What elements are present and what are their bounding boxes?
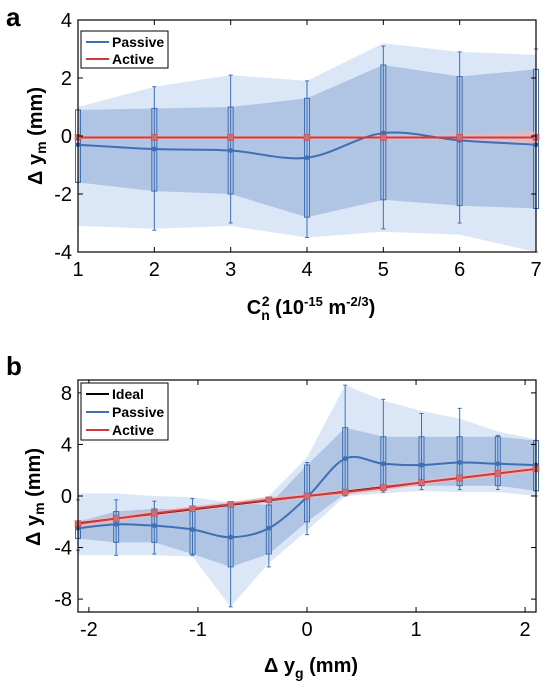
active-point [303,134,311,141]
x-tick-label: 3 [225,259,236,281]
active-point [456,134,463,141]
active-point [227,134,234,141]
passive-point [304,155,310,161]
panel-a-xlabel-exp2: -2/3 [346,294,368,309]
panel-a-ticks: 1 2 3 4 5 6 7 -4 -2 0 2 4 [54,10,541,281]
svg-text:Δ ym (mm): Δ ym (mm) [25,87,49,185]
panel-a-xlabel-rest: (10 [270,297,304,319]
panel-a-ylabel-unit: (mm) [25,87,47,141]
passive-point [380,461,386,467]
panel-a-legend-passive: Passive [112,34,164,50]
active-point [418,479,425,486]
panel-b-legend-passive: Passive [112,404,164,420]
panel-b-ticks: -2 -1 0 1 2 -8 -4 0 4 8 [54,379,537,641]
x-tick-label: 5 [378,259,389,281]
x-tick-label: 7 [530,259,541,281]
y-tick-label: -8 [54,589,72,611]
x-tick-label: 2 [520,619,531,641]
x-tick-label: 0 [301,619,312,641]
panel-b-xlabel-main: Δ y [264,655,296,677]
active-point [112,515,120,522]
active-point [151,510,158,517]
panel-a-legend: Passive Active [80,30,169,69]
active-point [189,505,196,513]
panel-b-ylabel-sub: m [31,502,47,514]
passive-point [342,456,348,462]
panel-a-xlabel-end: ) [369,297,376,319]
x-tick-label: 1 [410,619,421,641]
passive-box [456,436,463,487]
panel-b-ylabel-main: Δ y [23,514,45,546]
panel-a-y-axis-label: Δ ym (mm) [25,87,49,185]
y-tick-label: 4 [61,434,72,456]
x-tick-label: 4 [301,259,312,281]
panel-a-x-axis-label: Cn2 (10-15 m-2/3) [247,293,376,323]
y-tick-label: 4 [61,10,72,32]
panel-b-letter: b [6,351,22,381]
x-tick-label: 6 [454,259,465,281]
y-tick-label: 2 [61,68,72,90]
y-tick-label: -4 [54,538,72,560]
active-point [227,501,234,508]
panel-b-ylabel-unit: (mm) [23,448,45,502]
active-point [303,492,311,500]
panel-b-legend: Ideal Passive Active [80,382,169,441]
active-point [151,134,158,141]
panel-a-legend-box [80,30,169,69]
passive-point [190,527,195,533]
passive-box [113,510,120,543]
passive-point [113,521,119,527]
passive-point [495,461,501,467]
panel-b-y-axis-label: Δ ym (mm) [23,448,47,546]
y-tick-label: 0 [61,126,72,148]
panel-a-ylabel-sub: m [33,141,49,153]
passive-point [151,146,157,152]
panel-a-xlabel-sup: 2 [262,293,270,309]
active-point [265,496,273,504]
x-tick-label: 2 [149,259,160,281]
panel-b-legend-ideal: Ideal [112,386,144,402]
panel-a-plot-area [74,43,540,253]
panel-b-x-axis-label: Δ yg (mm) [264,655,358,681]
panel-a-xlabel-mid: m [323,297,346,319]
y-tick-label: 8 [61,383,72,405]
y-tick-label: 0 [61,486,72,508]
active-point [380,484,387,491]
passive-point [228,534,234,540]
panel-a-legend-active: Active [112,51,154,67]
panel-b-plot-area [74,384,540,608]
passive-boxplot [113,499,120,556]
panel-a-letter: a [6,2,21,32]
x-tick-label: -1 [189,619,207,641]
active-point [456,474,463,482]
x-tick-label: -2 [80,619,98,641]
panel-b-legend-active: Active [112,422,154,438]
panel-a-xlabel-exp1: -15 [304,294,323,309]
panel-a-ylabel-main: Δ y [25,153,47,185]
panel-a-xlabel-sub: n [261,307,270,323]
y-tick-label: -2 [54,184,72,206]
active-point [380,134,387,141]
x-tick-label: 1 [72,259,83,281]
active-point [494,470,502,477]
passive-point [457,459,463,465]
passive-point [419,462,424,468]
passive-point [228,148,234,153]
svg-text:Δ ym (mm): Δ ym (mm) [23,448,47,546]
y-tick-label: -4 [54,242,72,264]
panel-a-xlabel-main: C [247,297,261,319]
passive-point [266,525,272,531]
passive-box [494,436,501,487]
active-point [341,488,349,496]
panel-b-xlabel-sub: g [295,665,304,681]
panel-b-xlabel-unit: (mm) [304,655,358,677]
passive-point [151,523,157,529]
